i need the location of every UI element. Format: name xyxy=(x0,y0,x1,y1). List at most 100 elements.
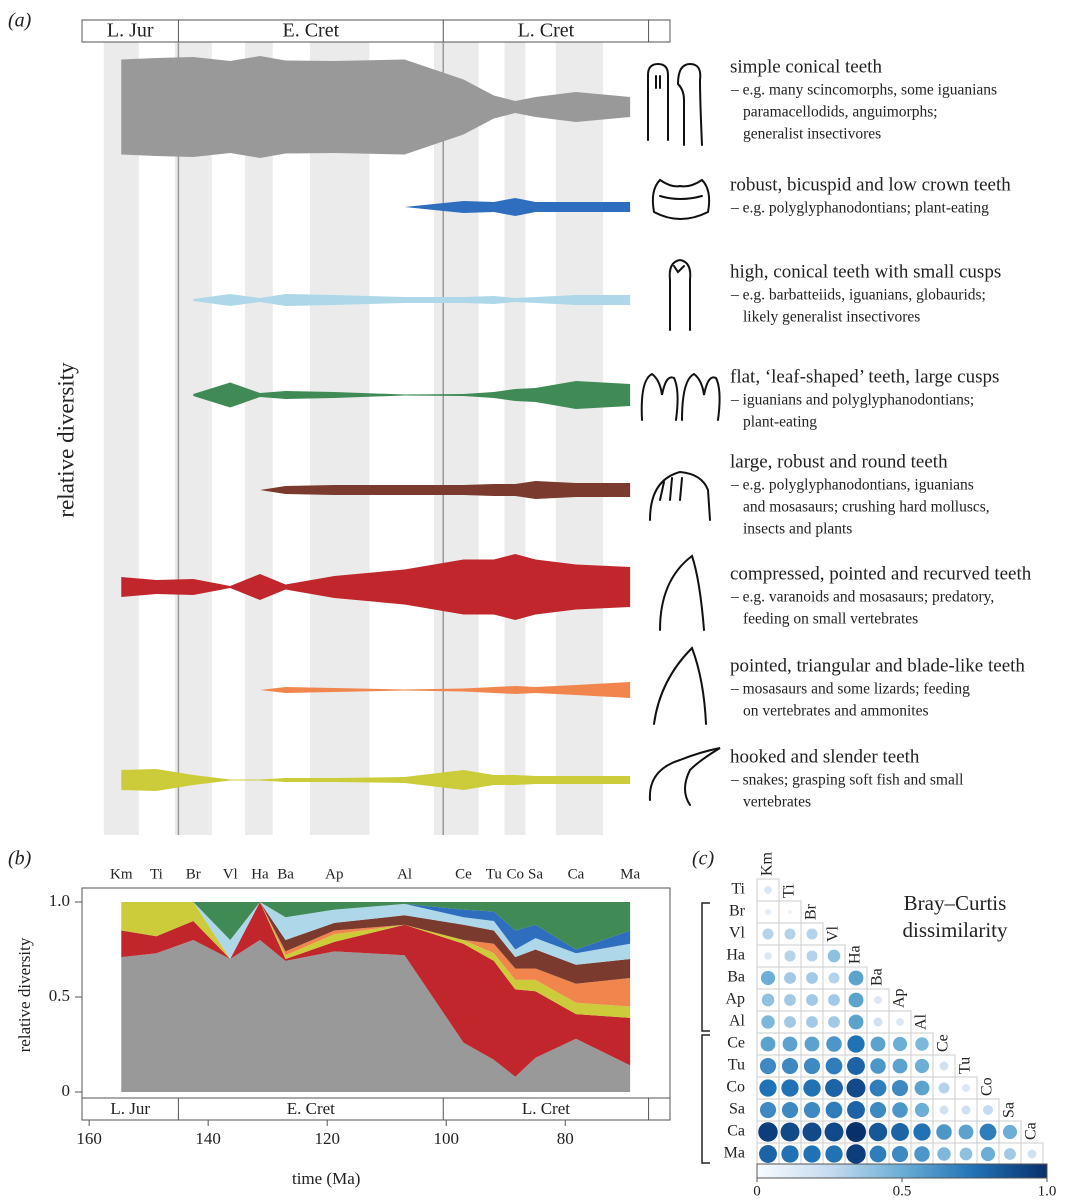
dissimilarity-dot xyxy=(758,1122,778,1142)
stage-band xyxy=(555,42,604,835)
row-label: Ap xyxy=(725,991,745,1008)
row-label: Ti xyxy=(731,881,745,898)
dissimilarity-dot xyxy=(847,1057,865,1075)
dissimilarity-dot xyxy=(891,1079,909,1097)
spindle xyxy=(193,294,631,306)
dissimilarity-dot xyxy=(761,1015,775,1029)
morphotype-description: – e.g. polyglyphanodontians, iguanians xyxy=(730,477,974,494)
dissimilarity-dot xyxy=(846,1122,866,1142)
dissimilarity-dot xyxy=(803,1057,821,1075)
dissimilarity-dot xyxy=(869,1079,887,1097)
stacked-area xyxy=(121,902,631,1007)
dissimilarity-dot xyxy=(939,1105,949,1115)
row-label: Br xyxy=(729,903,746,920)
col-label: Sa xyxy=(1001,1102,1018,1118)
row-label: Ha xyxy=(726,947,745,964)
morphotype-name: large, robust and round teeth xyxy=(730,451,948,472)
dissimilarity-dot xyxy=(914,1058,930,1074)
y-tick-label: 0.5 xyxy=(49,986,70,1005)
dissimilarity-dot xyxy=(846,1078,866,1098)
col-label: Al xyxy=(913,1013,930,1030)
dissimilarity-dot xyxy=(938,1082,950,1094)
morphotype-name: high, conical teeth with small cusps xyxy=(730,261,1001,282)
dissimilarity-dot xyxy=(759,1057,777,1075)
dissimilarity-dot xyxy=(806,972,818,984)
dissimilarity-dot xyxy=(780,1122,800,1142)
dissimilarity-dot xyxy=(764,886,772,894)
stage-band xyxy=(245,42,273,835)
col-label: Ce xyxy=(935,1034,952,1052)
matrix-title: Bray–Curtis xyxy=(904,891,1007,915)
matrix-title: dissimilarity xyxy=(903,918,1009,942)
period-footer xyxy=(81,1097,671,1121)
dissimilarity-dot xyxy=(827,949,841,963)
col-label: Ca xyxy=(1023,1122,1040,1140)
colorbar-tick-label: 0 xyxy=(753,1183,761,1199)
dissimilarity-dot xyxy=(826,1036,842,1052)
row-label: Sa xyxy=(729,1101,745,1118)
stage-label: Ba xyxy=(277,866,294,882)
dissimilarity-dot xyxy=(781,1057,799,1075)
dissimilarity-dot xyxy=(914,1102,930,1118)
dissimilarity-dot xyxy=(959,1147,973,1161)
period-label: E. Cret xyxy=(283,20,340,42)
dissimilarity-dot xyxy=(764,908,772,916)
stacked-area xyxy=(121,902,631,954)
spindle xyxy=(259,481,631,499)
stage-band xyxy=(504,42,526,835)
col-label: Ap xyxy=(891,988,908,1008)
stacked-area xyxy=(121,902,631,1018)
dissimilarity-dot xyxy=(824,1122,844,1142)
dissimilarity-dot xyxy=(962,1084,970,1092)
dissimilarity-dot xyxy=(781,1145,799,1163)
dissimilarity-dot xyxy=(825,1057,843,1075)
morphotype-description: – mosasaurs and some lizards; feeding xyxy=(730,681,970,698)
morphotype-description: feeding on small vertebrates xyxy=(743,611,918,628)
dissimilarity-dot xyxy=(804,1036,820,1052)
morphotype-description: – e.g. many scincomorphs, some iguanians xyxy=(730,82,997,99)
dissimilarity-dot xyxy=(915,1037,929,1051)
panel-label: (c) xyxy=(692,848,715,870)
morphotype-name: simple conical teeth xyxy=(730,56,882,77)
stage-label: Br xyxy=(186,866,201,882)
dissimilarity-dot xyxy=(762,928,774,940)
dissimilarity-dot xyxy=(892,1102,908,1118)
dissimilarity-dot xyxy=(760,970,776,986)
morphotype-name: robust, bicuspid and low crown teeth xyxy=(730,174,1011,195)
period-label: L. Cret xyxy=(522,1099,570,1118)
panel-label: (a) xyxy=(8,10,32,32)
dissimilarity-dot xyxy=(784,1016,796,1028)
col-label: Km xyxy=(759,851,776,876)
period-header xyxy=(81,19,671,43)
dissimilarity-dot xyxy=(892,1036,908,1052)
row-label: Ce xyxy=(727,1035,745,1052)
y-tick-label: 1.0 xyxy=(49,891,70,910)
col-label: Br xyxy=(803,903,820,920)
dissimilarity-dot xyxy=(979,1123,997,1141)
dissimilarity-dot xyxy=(914,1080,930,1096)
row-label: Ba xyxy=(727,969,745,986)
dissimilarity-dot xyxy=(870,1036,886,1052)
stage-band xyxy=(103,42,139,835)
dissimilarity-dot xyxy=(784,950,796,962)
dissimilarity-dot xyxy=(781,1079,799,1097)
stage-label: Vl xyxy=(223,866,238,882)
dissimilarity-dot xyxy=(825,1101,843,1119)
stage-label: Ce xyxy=(455,866,472,882)
dissimilarity-dot xyxy=(828,1016,840,1028)
spindle xyxy=(121,56,631,158)
row-label: Ma xyxy=(724,1145,745,1162)
stage-group-brackets xyxy=(701,902,710,1164)
stacked-area xyxy=(121,940,631,1092)
stage-label: Co xyxy=(507,866,525,882)
stage-band xyxy=(174,42,212,835)
dissimilarity-dot xyxy=(806,994,818,1006)
stage-label: Sa xyxy=(528,866,543,882)
dissimilarity-dot xyxy=(980,1146,996,1162)
spindle xyxy=(259,682,631,698)
dissimilarity-dot xyxy=(913,1123,931,1141)
dissimilarity-dot xyxy=(782,1036,798,1052)
colorbar-tick-label: 1.0 xyxy=(1038,1183,1057,1199)
morphotype-description: paramacellodids, anguimorphs; xyxy=(743,104,938,121)
dissimilarity-dot xyxy=(848,970,864,986)
